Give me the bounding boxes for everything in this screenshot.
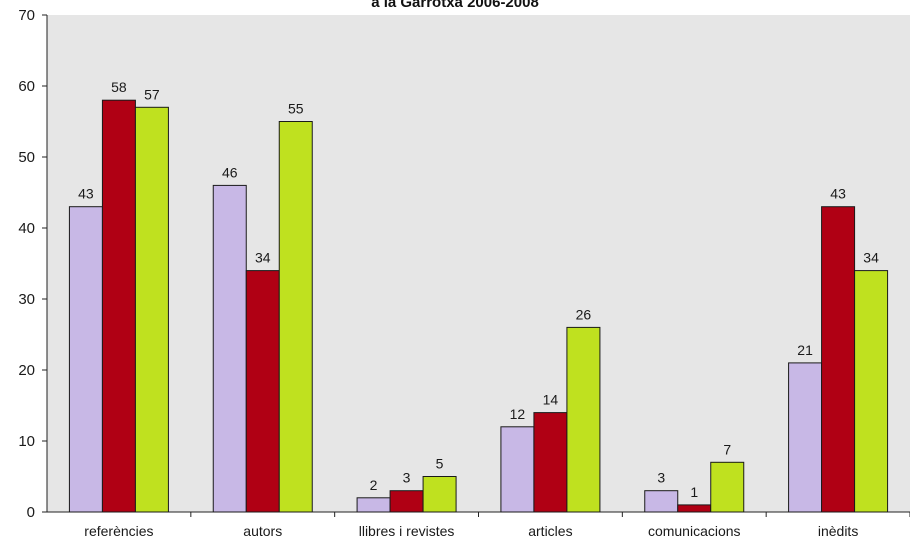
bar-data-label: 58 bbox=[111, 79, 127, 95]
bar bbox=[134, 106, 169, 513]
plot-area bbox=[47, 15, 910, 512]
chart-title: a la Garrotxa 2006-2008 bbox=[371, 0, 539, 11]
bar bbox=[854, 270, 889, 513]
bar bbox=[422, 476, 457, 513]
bar bbox=[500, 426, 535, 513]
bar bbox=[788, 362, 823, 513]
y-tick-label: 50 bbox=[18, 149, 35, 166]
bar bbox=[710, 461, 745, 513]
y-tick-label: 30 bbox=[18, 291, 35, 308]
bar bbox=[356, 497, 391, 513]
y-tick-label: 70 bbox=[18, 7, 35, 24]
bar bbox=[389, 490, 424, 513]
bar-data-label: 55 bbox=[288, 101, 304, 117]
bar-data-label: 34 bbox=[863, 250, 879, 266]
bar bbox=[101, 99, 136, 513]
bar-data-label: 21 bbox=[797, 342, 813, 358]
y-tick-label: 20 bbox=[18, 362, 35, 379]
x-tick-label: articles bbox=[528, 523, 572, 539]
y-tick-label: 0 bbox=[27, 504, 35, 521]
x-tick-label: autors bbox=[243, 523, 282, 539]
bar bbox=[566, 326, 601, 513]
bar-data-label: 1 bbox=[690, 484, 698, 500]
bar bbox=[245, 270, 280, 513]
bar-data-label: 46 bbox=[222, 164, 238, 180]
x-tick-label: referències bbox=[84, 523, 153, 539]
bar bbox=[821, 206, 856, 513]
bar-data-label: 43 bbox=[78, 186, 94, 202]
y-tick-label: 40 bbox=[18, 220, 35, 237]
bar bbox=[677, 504, 712, 513]
bar bbox=[644, 490, 679, 513]
bar bbox=[212, 184, 247, 513]
bar bbox=[533, 412, 568, 513]
bar-data-label: 2 bbox=[370, 477, 378, 493]
bar-data-label: 14 bbox=[543, 392, 559, 408]
bar-data-label: 7 bbox=[723, 441, 731, 457]
y-tick-label: 10 bbox=[18, 433, 35, 450]
x-tick-label: inèdits bbox=[818, 523, 858, 539]
x-tick-label: comunicacions bbox=[648, 523, 741, 539]
bar-data-label: 57 bbox=[144, 86, 160, 102]
x-tick-label: llibres i revistes bbox=[359, 523, 455, 539]
bar-data-label: 12 bbox=[510, 406, 526, 422]
bar-data-label: 43 bbox=[830, 186, 846, 202]
bar-data-label: 26 bbox=[576, 306, 592, 322]
bar bbox=[68, 206, 103, 513]
bar bbox=[278, 121, 313, 513]
y-tick-label: 60 bbox=[18, 78, 35, 95]
bar-data-label: 5 bbox=[436, 456, 444, 472]
bar-data-label: 3 bbox=[657, 470, 665, 486]
bar-data-label: 3 bbox=[403, 470, 411, 486]
bar-data-label: 34 bbox=[255, 250, 271, 266]
